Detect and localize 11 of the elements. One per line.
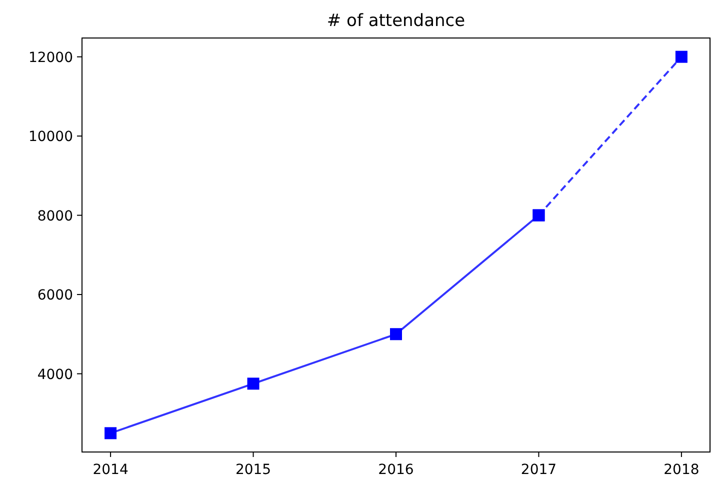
x-tick-label: 2014 <box>92 462 128 478</box>
y-tick-label: 8000 <box>37 208 73 224</box>
y-tick-label: 6000 <box>37 288 73 304</box>
chart-title: # of attendance <box>326 11 466 31</box>
y-tick-label: 4000 <box>37 366 73 383</box>
y-tick-label: 12000 <box>28 50 73 66</box>
x-tick-label: 2015 <box>235 462 272 478</box>
y-tick-label: 10000 <box>28 129 73 146</box>
x-tick-label: 2016 <box>378 462 414 478</box>
x-tick-label: 2018 <box>664 462 700 478</box>
x-tick-label: 2017 <box>520 462 557 478</box>
